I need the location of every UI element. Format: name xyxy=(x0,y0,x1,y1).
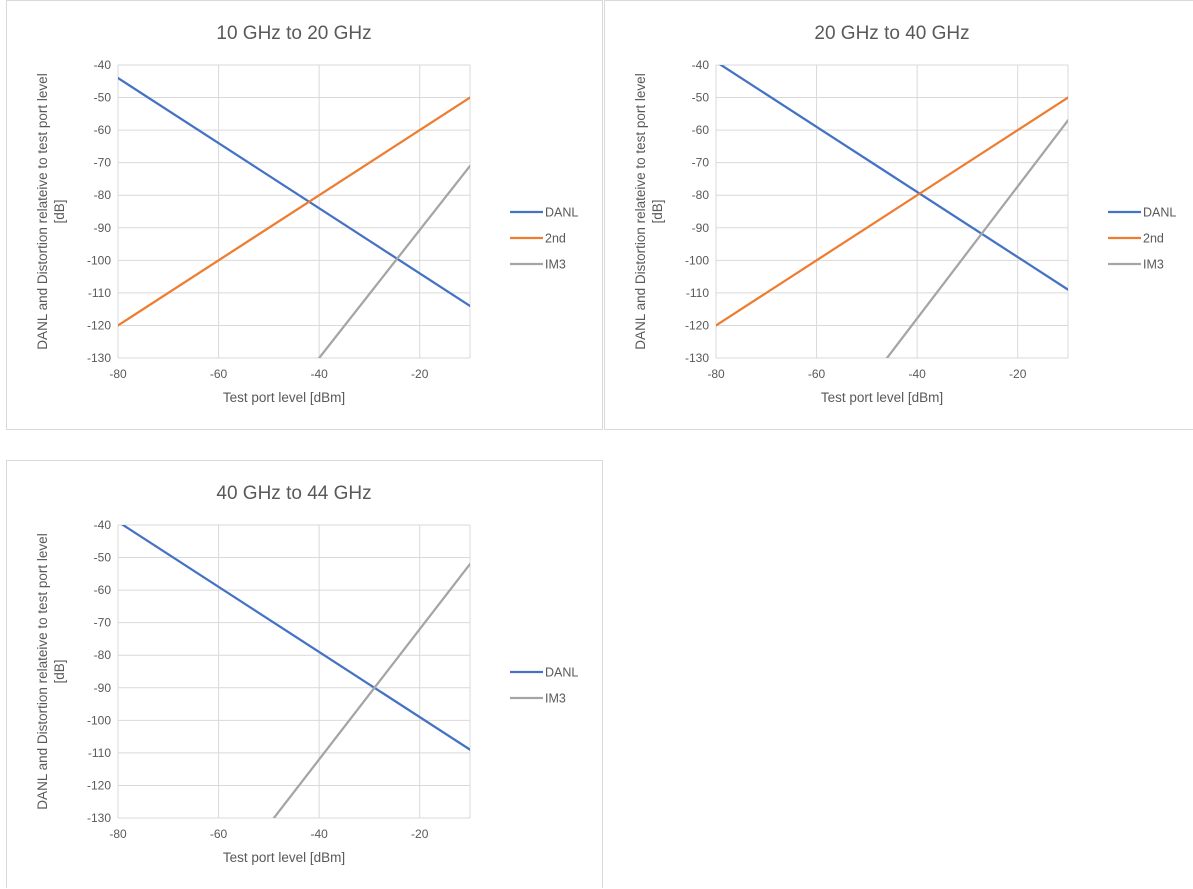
series-line-im3 xyxy=(272,562,470,818)
series-line-im3 xyxy=(885,119,1068,358)
chart-svg: 20 GHz to 40 GHz -40 -50 -60 -70 -80 -90 -100 -1… xyxy=(633,23,1176,405)
y-tick-label: -40 xyxy=(692,58,710,72)
x-tick-label: -40 xyxy=(310,367,328,381)
y-tick-label: -130 xyxy=(87,811,111,825)
y-tick-label: -60 xyxy=(94,123,112,137)
x-tick-label: -60 xyxy=(210,827,228,841)
y-tick-label: -120 xyxy=(87,318,111,332)
x-tick-label: -20 xyxy=(411,827,429,841)
legend-label-im3: IM3 xyxy=(545,692,566,706)
y-tick-label: -70 xyxy=(94,616,112,630)
y-tick-label: -100 xyxy=(87,253,111,267)
y-tick-label: -100 xyxy=(685,253,709,267)
y-tick-label: -50 xyxy=(692,91,710,105)
series-line-2nd xyxy=(716,96,1068,327)
y-tick-label: -70 xyxy=(94,156,112,170)
x-tick-label: -40 xyxy=(908,367,926,381)
chart-10-to-20-ghz: 10 GHz to 20 GHz -40 -50 -60 -70 -80 -90 -100 -1… xyxy=(6,0,603,430)
chart-svg: 40 GHz to 44 GHz -40 -50 -60 -70 -80 -90 -100 -1… xyxy=(35,483,578,865)
y-tick-label: -90 xyxy=(94,221,112,235)
chart-title: 40 GHz to 44 GHz xyxy=(216,483,371,504)
y-tick-label: -90 xyxy=(692,221,710,235)
legend-label-2nd: 2nd xyxy=(545,232,566,246)
series-line-danl xyxy=(120,525,470,751)
legend-label-danl: DANL xyxy=(1143,206,1176,220)
y-tick-label: -80 xyxy=(692,188,710,202)
y-tick-label: -80 xyxy=(94,648,112,662)
y-tick-label: -40 xyxy=(94,58,112,72)
chart-20-to-40-ghz: 20 GHz to 40 GHz -40 -50 -60 -70 -80 -90 -100 -1… xyxy=(604,0,1193,430)
series-line-im3 xyxy=(318,164,470,358)
x-axis-title: Test port level [dBm] xyxy=(821,390,943,405)
y-tick-label: -110 xyxy=(686,286,709,300)
y-tick-label: -90 xyxy=(94,681,112,695)
y-axis-title: DANL and Distortion relateive to test po… xyxy=(35,533,67,809)
series-line-danl xyxy=(118,76,470,308)
chart-40-to-44-ghz: 40 GHz to 44 GHz -40 -50 -60 -70 -80 -90 -100 -1… xyxy=(6,460,603,888)
y-tick-label: -60 xyxy=(94,583,112,597)
series-line-2nd xyxy=(118,96,470,327)
y-tick-label: -80 xyxy=(94,188,112,202)
y-axis-title: DANL and Distortion relateive to test po… xyxy=(35,73,67,349)
chart-title: 10 GHz to 20 GHz xyxy=(216,23,371,44)
legend-label-danl: DANL xyxy=(545,206,578,220)
legend-label-im3: IM3 xyxy=(1143,258,1164,272)
y-tick-label: -130 xyxy=(685,351,709,365)
series-line-danl xyxy=(718,65,1068,291)
x-tick-label: -20 xyxy=(411,367,429,381)
x-tick-label: -40 xyxy=(310,827,328,841)
x-axis-title: Test port level [dBm] xyxy=(223,390,345,405)
x-tick-label: -60 xyxy=(210,367,228,381)
chart-title: 20 GHz to 40 GHz xyxy=(814,23,969,44)
y-tick-label: -50 xyxy=(94,551,112,565)
chart-svg: 10 GHz to 20 GHz -40 -50 -60 -70 -80 -90 -100 -1… xyxy=(35,23,578,405)
x-tick-label: -80 xyxy=(109,827,127,841)
y-tick-label: -110 xyxy=(88,286,111,300)
legend-label-im3: IM3 xyxy=(545,258,566,272)
x-axis-title: Test port level [dBm] xyxy=(223,850,345,865)
y-tick-label: -40 xyxy=(94,518,112,532)
x-tick-label: -80 xyxy=(707,367,725,381)
y-tick-label: -110 xyxy=(88,746,111,760)
x-tick-label: -20 xyxy=(1009,367,1027,381)
y-axis-title: DANL and Distortion relateive to test po… xyxy=(633,73,665,349)
y-tick-label: -120 xyxy=(685,318,709,332)
y-tick-label: -130 xyxy=(87,351,111,365)
y-tick-label: -70 xyxy=(692,156,710,170)
y-tick-label: -60 xyxy=(692,123,710,137)
legend-label-2nd: 2nd xyxy=(1143,232,1164,246)
x-tick-label: -60 xyxy=(808,367,826,381)
legend-label-danl: DANL xyxy=(545,666,578,680)
x-tick-label: -80 xyxy=(109,367,127,381)
y-tick-label: -120 xyxy=(87,778,111,792)
y-tick-label: -100 xyxy=(87,713,111,727)
y-tick-label: -50 xyxy=(94,91,112,105)
